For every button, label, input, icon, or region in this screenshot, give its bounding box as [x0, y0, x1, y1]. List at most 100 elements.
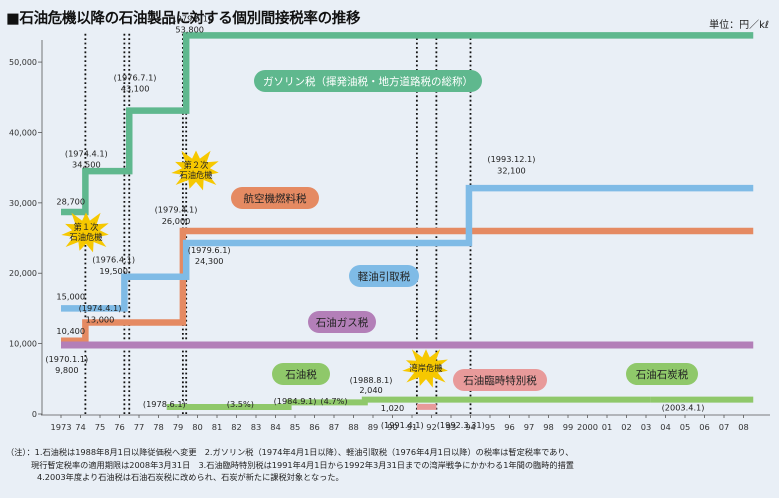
series-label-pill — [626, 363, 698, 385]
series-label: 石油ガス税 — [316, 316, 369, 329]
plot-area: 0 10,000 20,000 30,000 40,000 50,000 1973 74 75 7… — [9, 13, 770, 432]
x-tick-label: 88 — [348, 422, 359, 432]
x-tick-label: 95 — [485, 422, 496, 432]
x-tick-label: 74 — [75, 422, 86, 432]
data-annotation: (4.7%) — [320, 396, 347, 406]
data-annotation: (1974.4.1) — [65, 148, 108, 158]
series-label-pill — [272, 363, 330, 385]
y-tick-label: 40,000 — [9, 128, 37, 137]
series-label-pill — [349, 265, 419, 287]
unit-label: 単位：円／kℓ — [709, 20, 769, 31]
series-label-pill — [254, 70, 482, 92]
y-tick-label: 20,000 — [9, 269, 37, 278]
x-tick-label: 96 — [504, 422, 515, 432]
data-annotation: (1992.3.31) — [437, 420, 485, 430]
data-annotation: (1984.9.1) — [274, 396, 317, 406]
x-tick-label: 07 — [719, 422, 730, 432]
footnote-line-2: 現行暫定税率の適用期限は2008年3月31日 3.石油臨時特別税は1991年4月… — [31, 459, 574, 470]
x-tick-label: 80 — [192, 422, 203, 432]
data-annotation: 10,400 — [56, 326, 85, 336]
x-tick-label: 05 — [680, 422, 691, 432]
page-title: ■石油危機以降の石油製品に対する個別間接税率の推移 — [6, 11, 361, 27]
x-tick-label: 2000 — [577, 422, 598, 432]
series-line — [61, 227, 754, 345]
crisis-label: 第１次石油危機 — [69, 222, 102, 242]
crisis-label: 第２次石油危機 — [179, 160, 212, 180]
data-annotation: (1993.12.1) — [487, 154, 535, 164]
data-annotation: (1978.6.1) — [143, 399, 186, 409]
data-annotation: (3.5%) — [227, 399, 254, 409]
data-annotation: (2003.4.1) — [662, 402, 705, 412]
series-line — [166, 396, 651, 410]
x-tick-label: 87 — [329, 422, 340, 432]
x-tick-label: 04 — [660, 422, 671, 432]
data-annotation: (1979.4.1) — [155, 205, 198, 215]
crisis-starburst — [402, 349, 448, 388]
x-tick-label: 97 — [524, 422, 535, 432]
y-tick-label: 50,000 — [9, 58, 37, 67]
x-tick-label: 77 — [134, 422, 145, 432]
data-annotation: 19,500 — [99, 266, 128, 276]
data-annotation: 15,000 — [56, 291, 85, 301]
x-tick-label: 01 — [602, 422, 613, 432]
data-annotation: 13,000 — [86, 315, 115, 325]
data-annotation: (1979.6.1) — [168, 13, 211, 23]
y-tick-label: 30,000 — [9, 199, 37, 208]
data-annotation: (1988.8.1) — [350, 375, 393, 385]
x-tick-label: 78 — [153, 422, 164, 432]
x-tick-label: 93 — [446, 422, 457, 432]
x-tick-label: 06 — [699, 422, 710, 432]
series-label: 航空機燃料税 — [244, 192, 307, 205]
data-annotation: 32,100 — [497, 165, 526, 175]
y-tick-label: 10,000 — [9, 340, 37, 349]
x-tick-label: 76 — [114, 422, 125, 432]
data-annotation: 1,020 — [381, 403, 404, 413]
footnote-line-3: 4.2003年度より石油税は石油石炭税に改められ、石炭が新たに課税対象となった。 — [37, 472, 344, 483]
x-tick-label: 1973 — [50, 422, 71, 432]
x-tick-label: 94 — [465, 422, 476, 432]
data-annotation: (1974.4.1) — [79, 303, 122, 313]
series-label: 石油石炭税 — [636, 368, 689, 381]
x-tick-label: 83 — [251, 422, 262, 432]
footnotes: （注）：1.石油税は1988年8月1日以降従価税へ変更 2.ガソリン税（1974… — [6, 446, 574, 484]
x-tick-label: 85 — [290, 422, 301, 432]
x-tick-label: 99 — [563, 422, 574, 432]
x-tick-label: 79 — [173, 422, 184, 432]
x-tick-label: 08 — [738, 422, 749, 432]
x-tick-label: 03 — [641, 422, 652, 432]
x-tick-label: 82 — [231, 422, 242, 432]
x-tick-label: 91 — [407, 422, 418, 432]
data-annotation: 24,300 — [195, 256, 224, 266]
data-annotation: (1976.4.1) — [92, 255, 135, 265]
series-label-pill — [231, 187, 319, 209]
crisis-starburst — [61, 212, 109, 253]
series-label: ガソリン税（揮発油税・地方道路税の総称） — [263, 75, 473, 88]
x-tick-label: 89 — [368, 422, 379, 432]
x-tick-label: 92 — [426, 422, 437, 432]
x-tick-label: 98 — [543, 422, 554, 432]
crisis-label: 湾岸危機 — [409, 363, 442, 373]
footnote-line-1: （注）：1.石油税は1988年8月1日以降従価税へ変更 2.ガソリン税（1974… — [6, 447, 574, 457]
y-tick-label: 0 — [32, 410, 37, 419]
series-label-pill — [453, 369, 547, 391]
x-tick-label: 86 — [309, 422, 320, 432]
x-tick-label: 90 — [387, 422, 398, 432]
data-annotation: 2,040 — [359, 385, 382, 395]
series-line — [61, 32, 754, 216]
data-annotation: 26,000 — [162, 216, 191, 226]
data-annotation: 9,800 — [55, 365, 78, 375]
data-annotation: 28,700 — [56, 196, 85, 206]
series-label-pill — [308, 311, 376, 333]
data-annotation: 34,500 — [72, 160, 101, 170]
data-annotation: 53,800 — [175, 25, 204, 35]
data-annotation: (1970.1.1) — [45, 354, 88, 364]
x-tick-label: 02 — [621, 422, 632, 432]
series-label: 石油税 — [285, 368, 317, 381]
series-label: 石油臨時特別税 — [463, 374, 537, 387]
x-tick-label: 84 — [270, 422, 281, 432]
series-label: 軽油引取税 — [358, 270, 411, 283]
data-annotation: 43,100 — [121, 84, 150, 94]
data-annotation: (1991.4.1) — [381, 420, 424, 430]
data-annotation: (1979.6.1) — [188, 245, 231, 255]
